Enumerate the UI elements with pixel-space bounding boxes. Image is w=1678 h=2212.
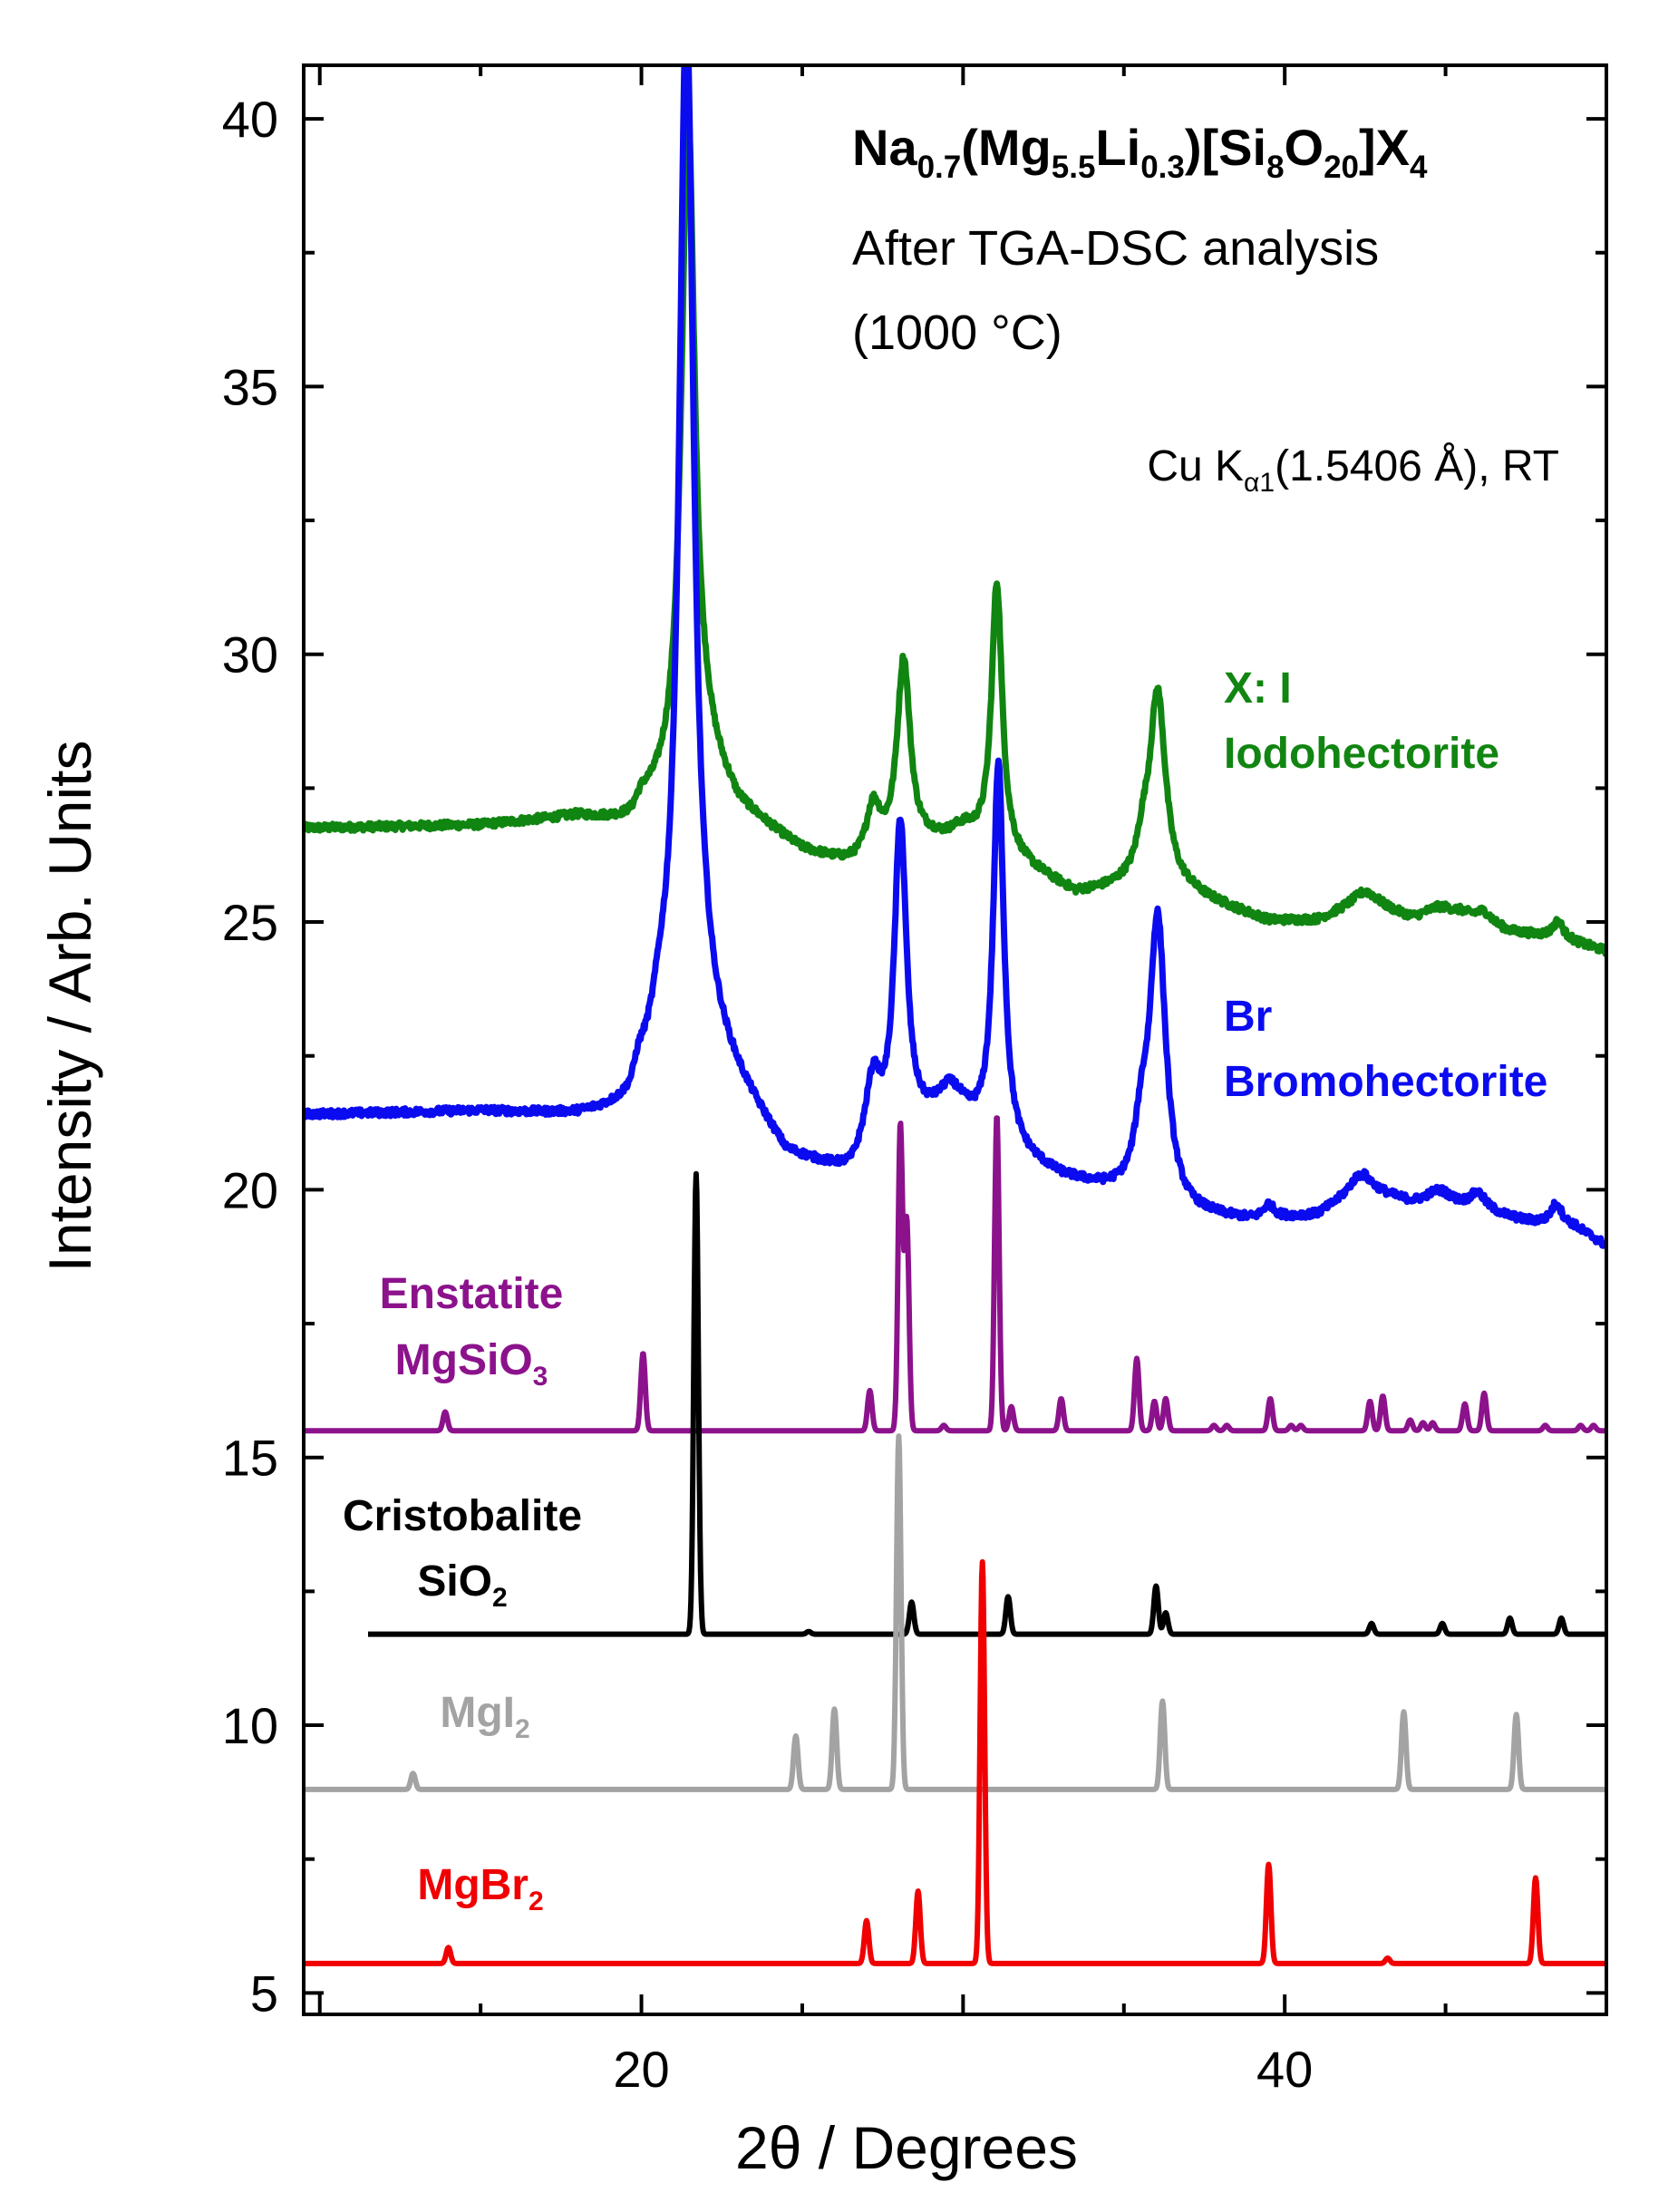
y-tick-label: 10	[222, 1697, 278, 1754]
series-label: MgBr2	[417, 1861, 543, 1916]
series-label: MgI2	[440, 1689, 529, 1744]
chart-subtitle-temperature: (1000 °C)	[852, 306, 1062, 360]
y-tick-label: 20	[222, 1161, 278, 1218]
y-tick-label: 35	[222, 358, 278, 415]
x-tick-labels: 20 40	[613, 2041, 1313, 2098]
series-line-x-i-iodohectorite	[304, 104, 1606, 957]
chart-subtitle: After TGA-DSC analysis	[852, 221, 1379, 276]
y-tick-label: 40	[222, 91, 278, 148]
series-line-mgi2	[304, 1433, 1606, 1792]
x-axis-title: 2θ / Degrees	[735, 2114, 1078, 2181]
axis-ticks	[304, 65, 1608, 2014]
series-label: X: I	[1224, 665, 1292, 713]
radiation-annotation: Cu Kα1(1.5406 Å), RT	[1147, 442, 1559, 498]
series-label: Iodohectorite	[1224, 730, 1499, 778]
series-label: MgSiO3	[395, 1336, 548, 1392]
y-tick-label: 5	[250, 1965, 278, 2022]
y-tick-label: 30	[222, 626, 278, 684]
series-label: Bromohectorite	[1224, 1058, 1547, 1106]
x-tick-label: 40	[1256, 2041, 1313, 2098]
y-axis-title: Intensity / Arb. Units	[36, 741, 103, 1273]
series-label: Br	[1224, 993, 1272, 1041]
plot-frame	[302, 63, 1608, 2016]
chart-title-formula: Na0.7(Mg5.5Li0.3)[Si8O20]X4	[852, 119, 1428, 185]
series-line-br-bromohectorite	[304, 65, 1606, 1249]
series-labels: X: I Iodohectorite Br Bromohectorite Enstati…	[343, 665, 1547, 1916]
series-line-enstatite-mgsio3	[304, 1115, 1606, 1434]
y-tick-label: 15	[222, 1430, 278, 1487]
series-line-cristobalite-sio2	[365, 1170, 1606, 1637]
series-label: SiO2	[417, 1557, 507, 1613]
y-tick-label: 25	[222, 894, 278, 951]
series-line-mgbr2	[304, 1558, 1606, 1966]
series-label: Enstatite	[380, 1270, 564, 1318]
y-tick-labels: 5 10 15 20 25 30 35 40	[222, 91, 278, 2022]
x-tick-label: 20	[613, 2041, 669, 2098]
series-label: Cristobalite	[343, 1492, 582, 1540]
series-layer	[304, 65, 1606, 1966]
